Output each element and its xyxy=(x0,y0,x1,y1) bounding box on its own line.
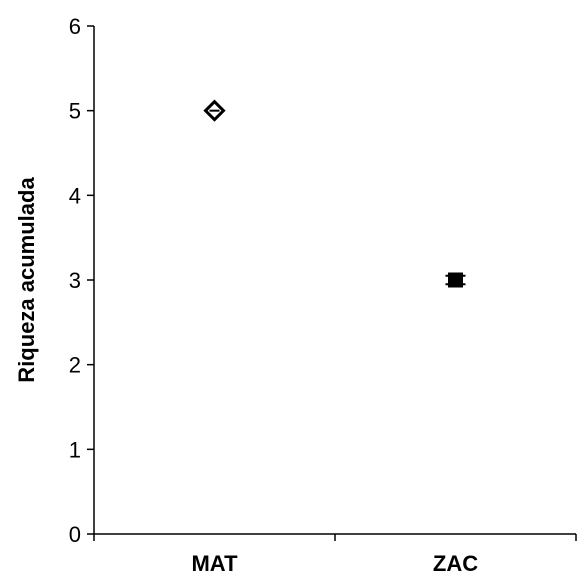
x-category-label: MAT xyxy=(191,551,238,576)
data-points xyxy=(203,99,466,288)
x-axis-ticks: MAT ZAC xyxy=(93,534,577,576)
y-tick-label: 6 xyxy=(69,14,81,39)
y-tick-label: 2 xyxy=(69,353,81,378)
y-axis-title: Riqueza acumulada xyxy=(14,177,39,383)
x-category-label: ZAC xyxy=(433,551,478,576)
y-tick-label: 3 xyxy=(69,268,81,293)
y-tick-label: 1 xyxy=(69,437,81,462)
y-tick-label: 4 xyxy=(69,183,81,208)
y-tick-label: 0 xyxy=(69,522,81,547)
y-axis-ticks: 0 1 2 3 4 5 6 xyxy=(69,14,94,547)
data-point-zac xyxy=(448,272,463,288)
y-tick-label: 5 xyxy=(69,99,81,124)
